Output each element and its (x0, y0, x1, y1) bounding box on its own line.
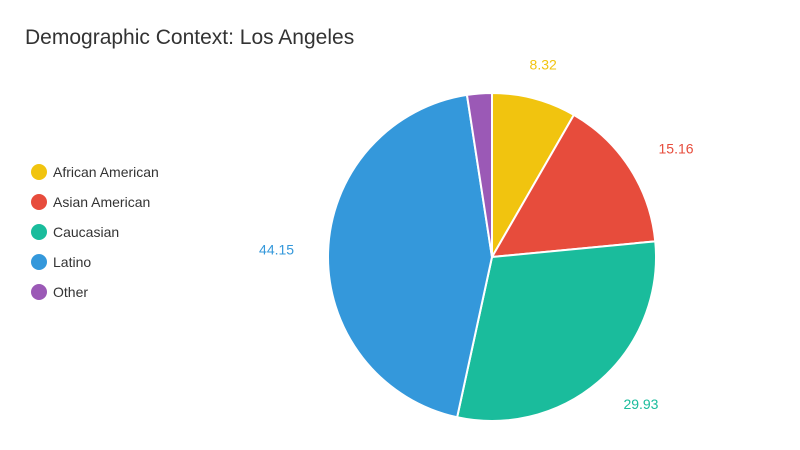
legend-swatch (31, 164, 47, 180)
legend-label: Asian American (53, 194, 151, 210)
pie-slice-latino[interactable] (327, 93, 494, 419)
data-label: 44.15 (259, 242, 294, 258)
legend-label: Caucasian (53, 224, 120, 240)
legend-item-latino[interactable]: Latino (31, 247, 159, 277)
chart-title: Demographic Context: Los Angeles (25, 26, 355, 49)
legend-swatch (31, 284, 47, 300)
pie-slice-african-american[interactable] (491, 91, 576, 261)
legend-swatch (31, 194, 47, 210)
pie-slice-asian-american[interactable] (490, 113, 657, 259)
data-label: 29.93 (623, 396, 658, 412)
pie-slice-caucasian[interactable] (455, 240, 657, 422)
data-label: 8.32 (530, 56, 557, 72)
legend-item-other[interactable]: Other (31, 277, 159, 307)
legend-item-african-american[interactable]: African American (31, 157, 159, 187)
legend-item-caucasian[interactable]: Caucasian (31, 217, 159, 247)
pie-slice-other[interactable] (465, 91, 493, 258)
legend: African American Asian American Caucasia… (31, 157, 159, 307)
data-label: 15.16 (659, 141, 694, 157)
legend-label: Latino (53, 254, 92, 270)
legend-swatch (31, 254, 47, 270)
legend-label: African American (53, 164, 159, 180)
legend-item-asian-american[interactable]: Asian American (31, 187, 159, 217)
legend-swatch (31, 224, 47, 240)
legend-label: Other (53, 284, 89, 300)
